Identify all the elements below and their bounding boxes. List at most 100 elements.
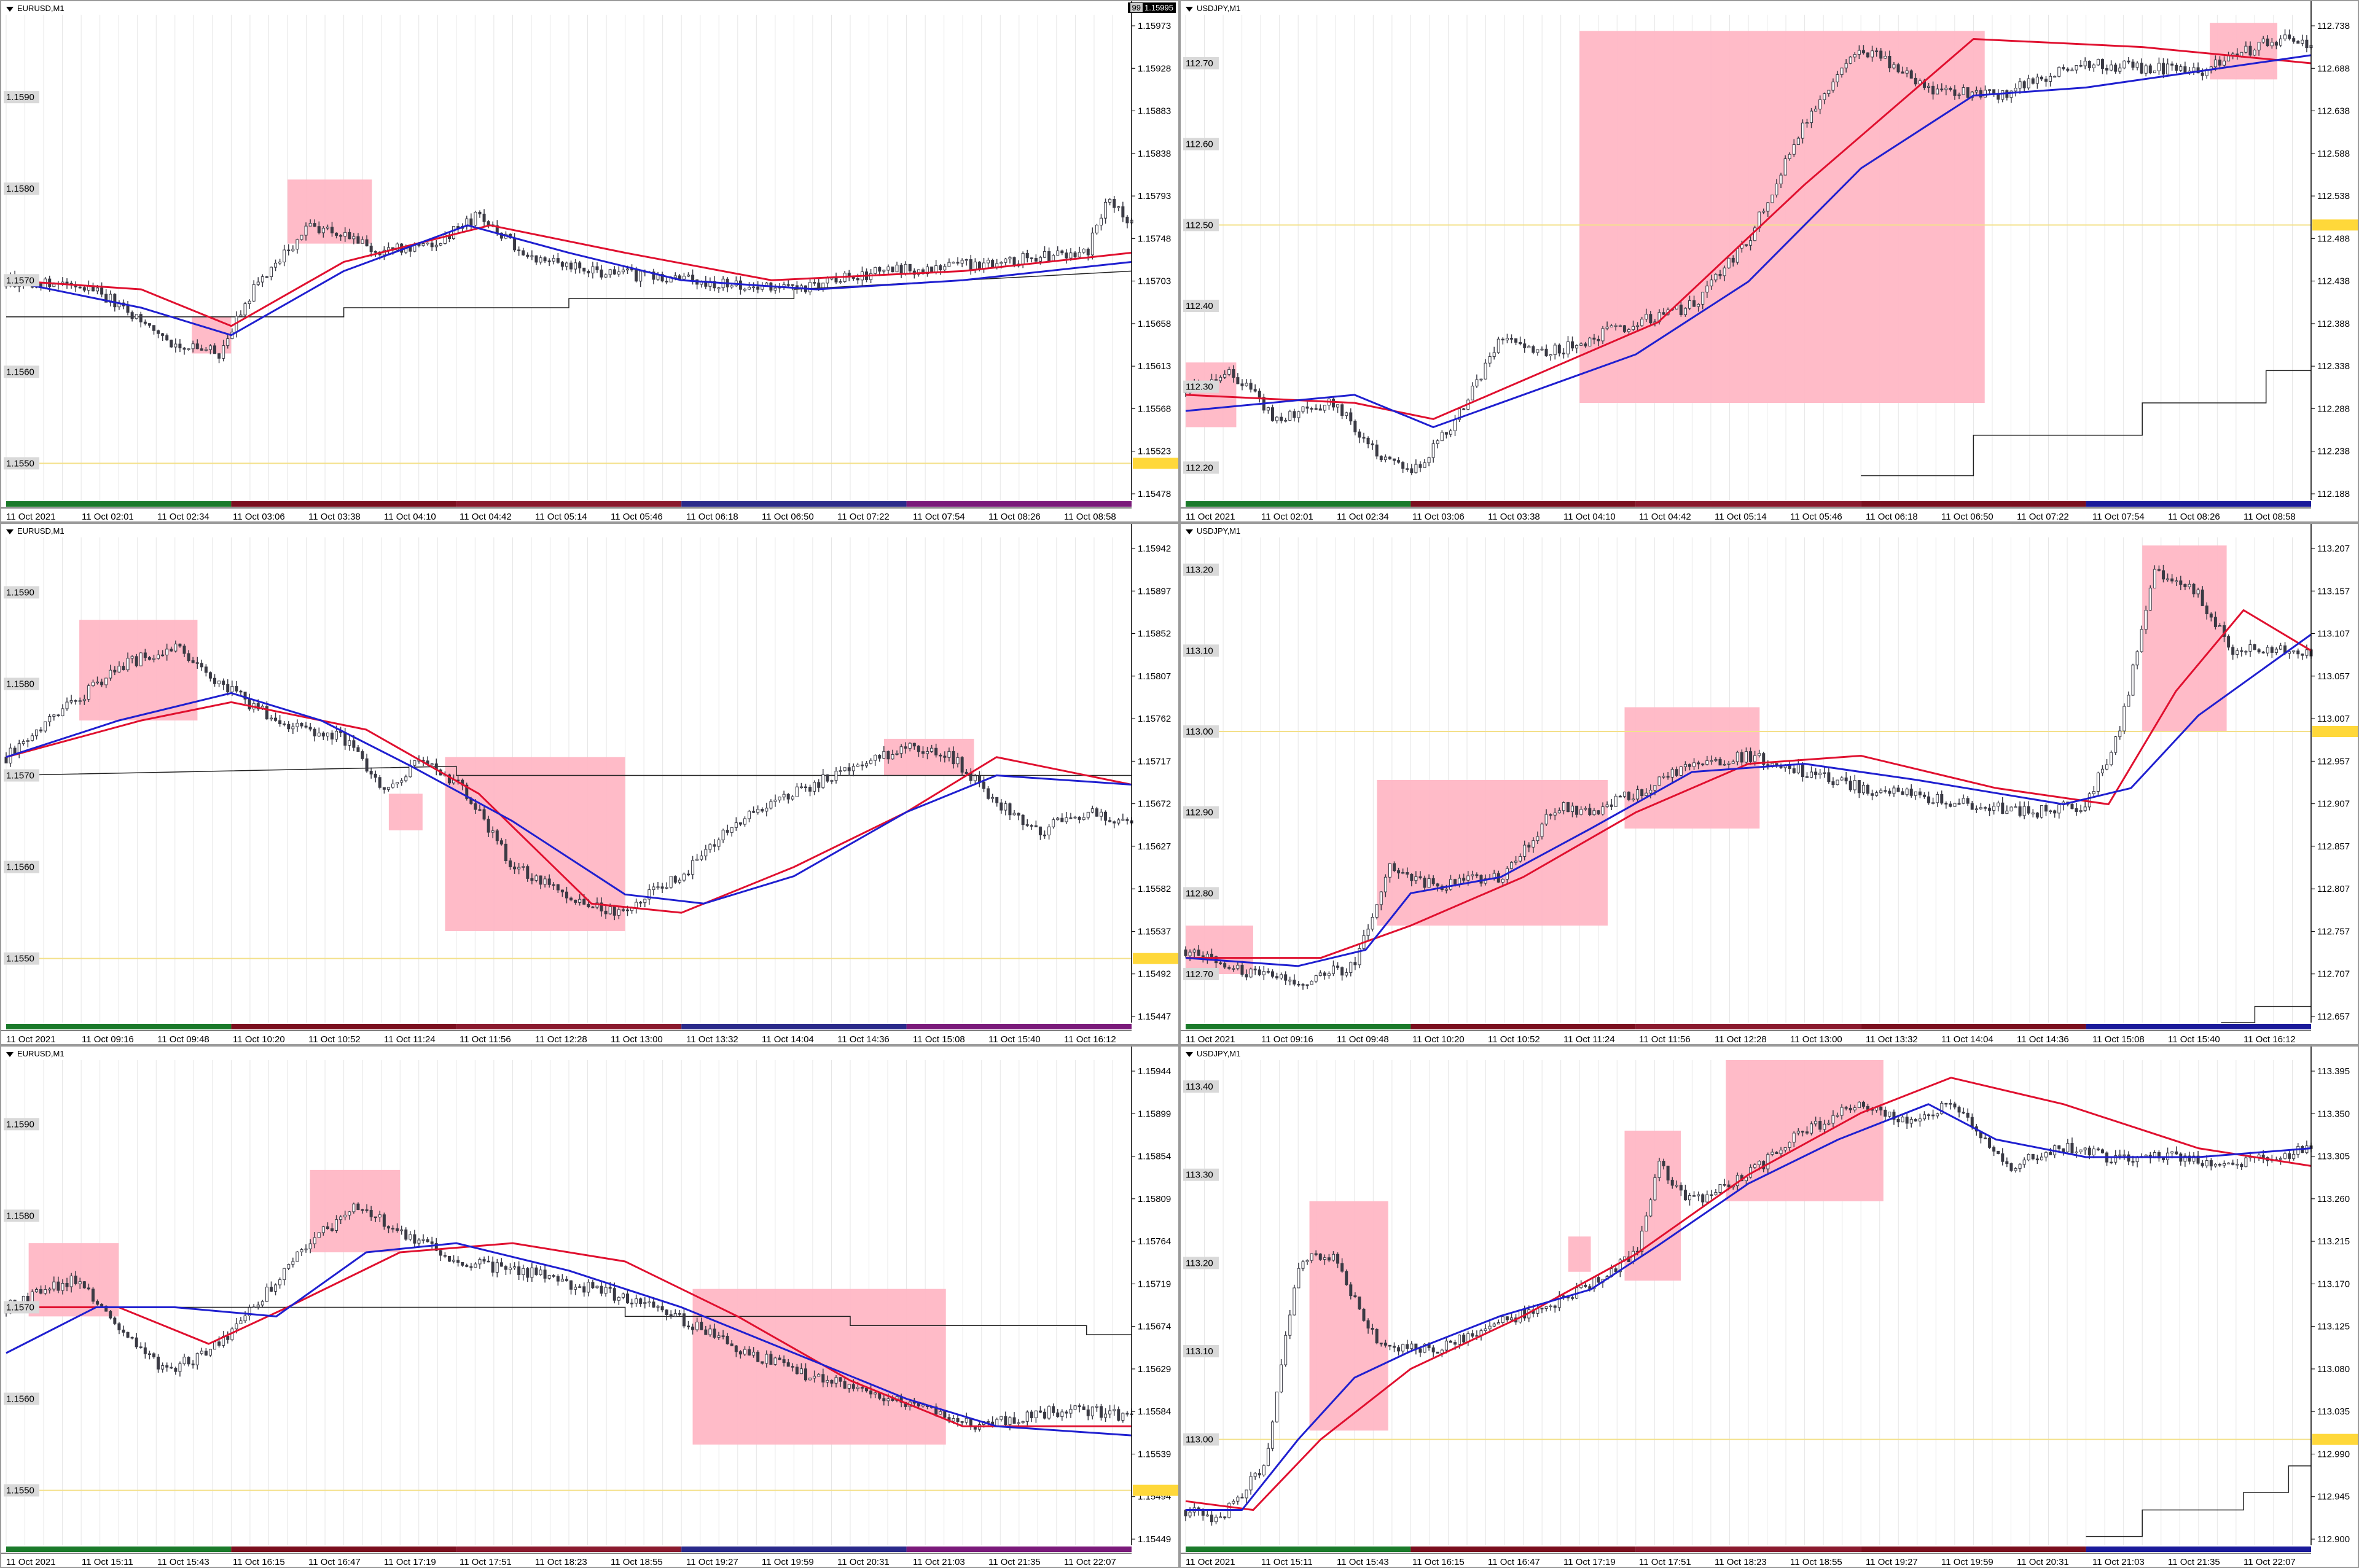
level-label-box	[1183, 1345, 1219, 1357]
candle-body	[2266, 38, 2269, 47]
chart-menu-icon[interactable]	[1186, 1051, 1193, 1057]
price-tick-label: 113.207	[2317, 544, 2350, 554]
candle-body	[2014, 1168, 2017, 1171]
candle-body	[256, 703, 260, 709]
candle-body	[1679, 766, 1683, 776]
candle-body	[104, 1306, 108, 1312]
candle-body	[283, 1268, 286, 1281]
candle-body	[1566, 802, 1570, 813]
candle-body	[1301, 1261, 1305, 1269]
candle-body	[348, 232, 351, 240]
candle-body	[830, 1379, 834, 1384]
candle-body	[1792, 768, 1796, 773]
chart-title: USDJPY,M1	[1186, 4, 1240, 13]
candle-body	[748, 1349, 751, 1355]
price-tick-label: 1.15658	[1138, 319, 1171, 329]
chart-panel-usdjpy-1[interactable]: 112.738 112.688 112.638 112.588 112.538 112.4…	[1180, 0, 2359, 523]
candle-body	[1723, 267, 1726, 276]
chart-canvas[interactable]: 112.738112.688112.638112.588112.538112.4…	[1181, 1, 2359, 523]
level-label: 112.30	[1186, 382, 1213, 392]
candle-body	[778, 1357, 781, 1360]
candle-body	[1683, 1190, 1687, 1201]
candle-body	[230, 686, 234, 693]
candle-body	[1117, 206, 1121, 208]
candle-body	[1462, 878, 1466, 881]
candle-body	[813, 782, 816, 792]
candle-body	[1592, 337, 1596, 340]
candle-body	[2040, 805, 2043, 818]
candle-body	[969, 259, 972, 271]
chart-canvas[interactable]: 1.159441.158991.158541.158091.157641.157…	[1, 1047, 1180, 1568]
chart-menu-icon[interactable]	[6, 6, 14, 12]
candle-body	[1974, 808, 1978, 810]
candle-body	[1249, 1476, 1253, 1491]
bid-price-marker	[2312, 1433, 2358, 1445]
time-tick-label: 11 Oct 16:15	[233, 1557, 285, 1567]
price-tick-label: 112.807	[2317, 884, 2350, 894]
chart-panel-usdjpy-2[interactable]: 113.207 113.157 113.107 113.057 113.007 112.9…	[1180, 523, 2359, 1045]
chart-canvas[interactable]: 113.395113.350113.305113.260113.215113.1…	[1181, 1047, 2359, 1568]
chart-panel-usdjpy-3[interactable]: 113.395 113.350 113.305 113.260 113.215 113.1…	[1180, 1045, 2359, 1568]
chart-menu-icon[interactable]	[6, 529, 14, 534]
price-tick-label: 112.438	[2317, 276, 2350, 287]
candle-body	[2166, 578, 2170, 580]
candle-body	[2057, 67, 2061, 77]
candle-body	[926, 751, 929, 754]
chart-canvas[interactable]: 1.159421.158971.158521.158071.157621.157…	[1, 524, 1180, 1045]
chart-canvas[interactable]: 113.207113.157113.107113.057113.007112.9…	[1181, 524, 2359, 1045]
candle-body	[356, 1203, 360, 1210]
candle-body	[222, 345, 225, 359]
candle-body	[2009, 90, 2013, 98]
candle-body	[465, 784, 469, 799]
candle-body	[1697, 303, 1700, 307]
candle-body	[1462, 1335, 1466, 1343]
candle-body	[356, 747, 360, 752]
chart-menu-icon[interactable]	[1186, 6, 1193, 12]
candle-body	[2083, 806, 2087, 811]
chart-canvas[interactable]: 1.159731.159281.158831.158381.157931.157…	[1, 1, 1180, 523]
candle-body	[878, 267, 882, 272]
chart-panel-eurusd-1[interactable]: 1.15973 1.15928 1.15883 1.15838 1.15793 1.157…	[0, 0, 1180, 523]
candle-body	[1038, 826, 1042, 835]
candle-body	[1270, 1421, 1274, 1449]
candle-body	[1336, 1254, 1340, 1264]
candle-body	[1284, 419, 1288, 422]
candle-body	[1475, 379, 1479, 387]
candle-body	[2144, 610, 2148, 630]
candle-body	[26, 740, 29, 742]
candle-body	[287, 249, 291, 251]
candle-body	[252, 284, 256, 302]
chart-menu-icon[interactable]	[6, 1051, 14, 1057]
candle-body	[1038, 1410, 1042, 1413]
candle-body	[691, 1327, 695, 1330]
candle-body	[1275, 1391, 1279, 1422]
chart-menu-icon[interactable]	[1186, 529, 1193, 534]
candle-body	[695, 1322, 699, 1330]
candle-body	[1710, 279, 1713, 287]
candle-body	[396, 243, 399, 251]
price-tick-label: 1.15449	[1138, 1534, 1171, 1545]
candle-body	[734, 1345, 738, 1352]
candle-body	[1788, 1142, 1791, 1148]
time-tick-label: 11 Oct 09:48	[157, 1034, 209, 1045]
chart-panel-eurusd-2[interactable]: 1.15942 1.15897 1.15852 1.15807 1.15762 1.157…	[0, 523, 1180, 1045]
candle-body	[678, 275, 681, 279]
candle-body	[539, 1270, 542, 1275]
candle-body	[1675, 1185, 1678, 1187]
candle-body	[495, 1262, 499, 1273]
candle-body	[1836, 1115, 1839, 1117]
candle-body	[1966, 798, 1970, 804]
candle-body	[517, 249, 521, 251]
candle-body	[2049, 76, 2052, 82]
candle-body	[643, 899, 647, 903]
candle-body	[1125, 819, 1129, 821]
candle-body	[1983, 1137, 1987, 1139]
candle-body	[1184, 950, 1187, 956]
chart-panel-eurusd-3[interactable]: 1.15944 1.15899 1.15854 1.15809 1.15764 1.157…	[0, 1045, 1180, 1568]
candle-body	[1914, 77, 1917, 85]
candle-body	[365, 239, 369, 247]
candle-body	[1414, 464, 1418, 474]
candle-body	[1236, 377, 1240, 384]
candle-body	[308, 727, 312, 730]
price-tick-label: 1.15764	[1138, 1236, 1171, 1247]
